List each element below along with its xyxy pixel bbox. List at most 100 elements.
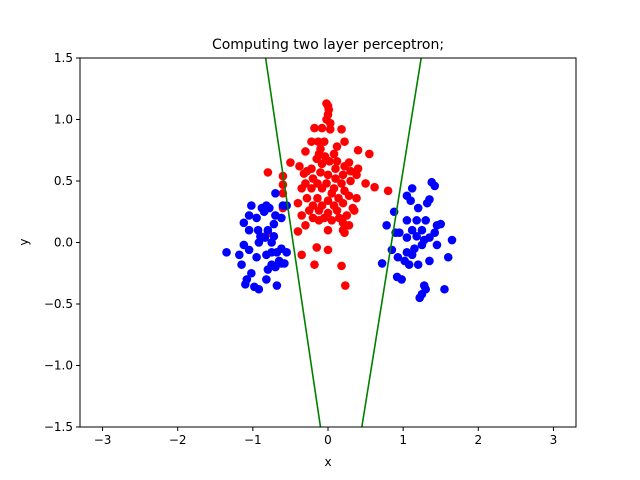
- data-point-series-1-67: [412, 216, 421, 225]
- data-point-series-1-3: [237, 260, 246, 269]
- data-point-series-1-61: [406, 196, 415, 205]
- data-point-series-1-86: [436, 219, 446, 229]
- data-point-series-0-25: [286, 158, 295, 167]
- data-point-series-0-84: [327, 216, 337, 225]
- data-point-series-0-98: [340, 281, 350, 290]
- data-points: [222, 99, 457, 303]
- data-point-series-0-39: [338, 170, 348, 180]
- data-point-series-1-58: [402, 216, 412, 225]
- data-point-series-0-43: [331, 174, 340, 183]
- data-point-series-1-80: [425, 195, 434, 204]
- y-tick-label: 1.5: [54, 51, 73, 65]
- data-point-series-0-78: [297, 211, 306, 220]
- data-point-series-0-31: [331, 164, 340, 173]
- data-point-series-0-17: [365, 149, 374, 159]
- data-point-series-1-65: [410, 244, 419, 253]
- data-point-series-0-76: [350, 206, 359, 215]
- data-point-series-0-73: [304, 206, 314, 215]
- data-point-series-0-30: [307, 164, 316, 173]
- data-point-series-1-52: [395, 228, 404, 237]
- data-point-series-1-88: [443, 252, 453, 262]
- data-point-series-1-48: [387, 245, 397, 255]
- data-point-series-0-93: [312, 243, 322, 252]
- data-point-series-1-9: [252, 213, 261, 223]
- data-point-series-1-12: [252, 252, 261, 262]
- data-point-series-0-57: [383, 186, 393, 196]
- data-point-series-0-91: [293, 227, 303, 236]
- data-point-series-0-8: [325, 125, 335, 134]
- data-point-series-0-67: [338, 198, 348, 208]
- data-point-series-0-96: [310, 260, 319, 269]
- data-point-series-1-17: [254, 284, 264, 294]
- data-point-series-0-16: [353, 145, 363, 155]
- data-point-series-0-89: [323, 225, 333, 235]
- data-point-series-0-94: [323, 245, 333, 255]
- x-tick-label: −1: [244, 433, 262, 447]
- data-point-series-1-35: [280, 259, 289, 268]
- data-point-series-0-5: [325, 118, 335, 128]
- data-point-series-0-37: [316, 168, 325, 177]
- data-point-series-0-60: [344, 191, 354, 201]
- data-point-series-0-95: [297, 250, 306, 260]
- data-point-series-0-53: [307, 184, 316, 193]
- data-point-series-1-72: [417, 225, 427, 235]
- data-point-series-0-23: [325, 157, 334, 166]
- y-axis-label: y: [17, 238, 31, 245]
- data-point-series-0-18: [301, 147, 310, 156]
- data-point-series-0-50: [361, 179, 370, 188]
- data-point-series-1-85: [432, 240, 442, 250]
- data-point-series-1-60: [404, 260, 414, 269]
- data-point-series-1-46: [377, 259, 387, 268]
- x-tick-label: −3: [94, 433, 112, 447]
- data-point-series-0-79: [342, 211, 352, 220]
- data-point-series-1-66: [412, 232, 421, 241]
- data-point-series-1-78: [425, 256, 434, 266]
- data-point-series-1-18: [262, 275, 271, 284]
- data-point-series-0-51: [370, 182, 379, 192]
- data-point-series-1-22: [263, 225, 273, 235]
- data-point-series-1-82: [430, 181, 440, 191]
- y-tick-label: −1.5: [44, 420, 73, 434]
- data-point-series-0-13: [340, 137, 349, 146]
- x-axis-label: x: [324, 455, 331, 469]
- data-point-series-0-97: [337, 261, 346, 271]
- data-point-series-1-64: [407, 225, 417, 235]
- data-point-series-1-83: [430, 228, 440, 237]
- data-point-series-0-61: [302, 193, 312, 203]
- data-point-series-1-42: [282, 248, 291, 257]
- data-point-series-1-38: [282, 201, 291, 210]
- data-point-series-1-57: [402, 233, 412, 242]
- data-point-series-0-52: [297, 184, 306, 193]
- data-point-series-0-6: [310, 123, 319, 133]
- data-point-series-1-1: [235, 250, 244, 260]
- data-point-series-1-5: [244, 225, 254, 235]
- data-point-series-1-87: [440, 284, 449, 294]
- data-point-series-0-62: [313, 193, 322, 203]
- data-point-series-1-39: [277, 213, 286, 223]
- data-point-series-1-68: [413, 203, 423, 213]
- data-point-series-0-44: [346, 176, 355, 186]
- data-point-series-1-6: [239, 218, 249, 228]
- y-tick-label: 0.0: [54, 236, 73, 250]
- data-point-series-1-47: [382, 220, 391, 230]
- data-point-series-0-9: [337, 125, 346, 134]
- boundary-line-0: [264, 58, 322, 427]
- data-point-series-0-75: [332, 206, 342, 215]
- y-tick-label: 1.0: [54, 113, 73, 127]
- data-point-series-1-62: [407, 184, 417, 193]
- data-point-series-1-89: [447, 235, 457, 245]
- plot-frame: [79, 57, 577, 428]
- data-point-series-1-36: [269, 219, 279, 229]
- data-point-series-1-75: [421, 216, 430, 225]
- data-point-series-0-86: [344, 220, 354, 230]
- y-axis-ticks: −1.5 −1.0 −0.5 0.0 0.5 1.0 1.5: [44, 51, 80, 434]
- data-point-series-0-66: [293, 198, 303, 208]
- data-point-series-1-54: [397, 275, 406, 284]
- data-point-series-0-54: [317, 184, 327, 193]
- boundary-line-1: [361, 58, 422, 427]
- data-point-series-0-12: [319, 137, 329, 146]
- data-point-series-0-41: [353, 164, 363, 173]
- data-point-series-0-34: [263, 168, 273, 177]
